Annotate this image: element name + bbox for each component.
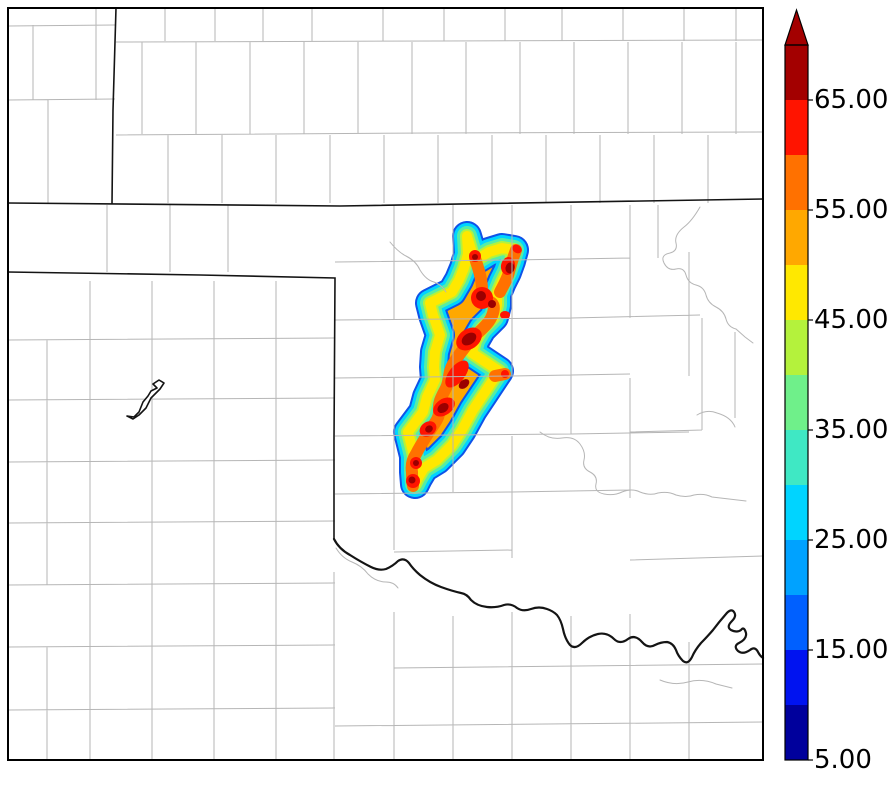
colorbar-segment-50-55 [785, 210, 808, 265]
colorbar-segment-35-40 [785, 375, 808, 430]
colorbar-segment-15-20 [785, 595, 808, 650]
colorbar-tick-label: 45.00 [814, 305, 888, 335]
colorbar-tick-label: 5.00 [814, 745, 872, 775]
colorbar-segment-5-10 [785, 705, 808, 760]
storm-core-dark-8 [413, 460, 419, 466]
storm-core-red-6 [445, 360, 469, 388]
state-borders [7, 7, 764, 539]
colorbar-segment-25-30 [785, 485, 808, 540]
storm-core-red-4 [500, 311, 510, 319]
colorbar-extend-arrow [784, 8, 809, 46]
storm-core-dark-6 [437, 402, 449, 414]
colorbar-tick-label: 15.00 [814, 635, 888, 665]
colorbar-tick-label: 55.00 [814, 195, 888, 225]
storm-core-red-11 [501, 370, 509, 378]
lake-outline [126, 379, 165, 420]
colorbar-tick-label: 65.00 [814, 85, 888, 115]
colorbar-segment-65-70 [785, 45, 808, 100]
colorbar-segment-55-60 [785, 155, 808, 210]
colorbar-tick-label: 35.00 [814, 415, 888, 445]
map-frame [7, 7, 764, 761]
colorbar-segment-40-45 [785, 320, 808, 375]
storm-core-red-1 [512, 244, 522, 254]
storm-core-dark-0 [472, 254, 478, 260]
colorbar-segment-45-50 [785, 265, 808, 320]
colorbar-segment-30-35 [785, 430, 808, 485]
storm-core-dark-4 [461, 332, 477, 346]
colorbar-segment-60-65 [785, 100, 808, 155]
county-borders-river-following [335, 206, 754, 689]
colorbar-segment-10-15 [785, 650, 808, 705]
colorbar-outline [784, 44, 809, 761]
storm-core-dark-3 [488, 300, 496, 308]
colorbar-tick-label: 25.00 [814, 525, 888, 555]
storm-core-dark-5 [458, 379, 470, 389]
red-river [332, 537, 765, 664]
storm-core-dark-7 [425, 425, 433, 433]
county-borders [7, 8, 764, 760]
storm-core-dark-9 [408, 476, 416, 484]
colorbar-segment-20-25 [785, 540, 808, 595]
storm-core-dark-2 [476, 291, 486, 301]
